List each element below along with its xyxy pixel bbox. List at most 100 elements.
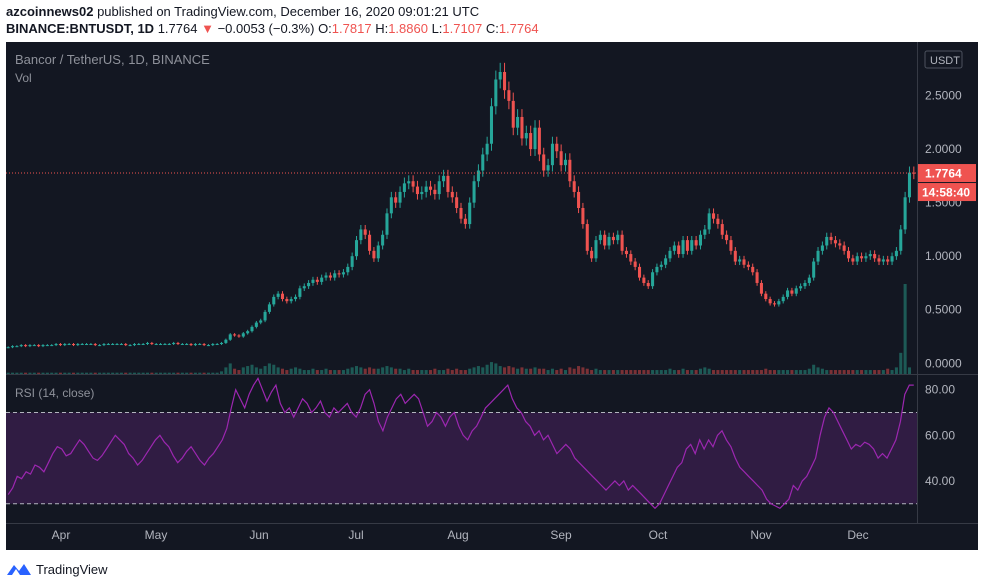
candle-body [32, 345, 36, 347]
volume-bar [372, 368, 376, 374]
volume-bar [32, 372, 36, 374]
candle-body [124, 344, 128, 346]
volume-bar [781, 370, 785, 374]
volume-bar [311, 368, 315, 374]
volume-bar [85, 372, 89, 374]
candle-body [629, 254, 633, 262]
candle-body [185, 344, 189, 346]
price-tick-label: 0.0000 [925, 356, 962, 370]
volume-bar [193, 372, 197, 374]
candle-body [611, 236, 615, 241]
candle-body [516, 116, 520, 128]
candle-body [542, 154, 546, 171]
volume-bar [124, 372, 128, 374]
volume-bar [24, 372, 28, 374]
volume-bar [459, 370, 463, 374]
candle-body [259, 320, 263, 323]
volume-bar [415, 370, 419, 374]
volume-bar [738, 370, 742, 374]
volume-bar [202, 372, 206, 374]
candle-body [28, 345, 32, 347]
candle-body [794, 288, 798, 294]
volume-label: Vol [15, 71, 32, 85]
volume-bar [825, 370, 829, 374]
volume-bar [633, 370, 637, 374]
change-arrow-icon: ▼ [201, 21, 214, 36]
candle-body [877, 258, 881, 262]
candle-body [520, 116, 524, 139]
candle-body [272, 296, 276, 305]
candle-body [655, 266, 659, 273]
candle-body [755, 272, 759, 283]
candle-body [58, 344, 62, 346]
username[interactable]: azcoinnews02 [6, 4, 94, 19]
candle-body [494, 79, 498, 107]
volume-bar [720, 370, 724, 374]
volume-bar [537, 368, 541, 374]
candle-body [93, 344, 97, 346]
volume-bar [786, 370, 790, 374]
candle-body [685, 240, 689, 251]
candle-body [294, 296, 298, 300]
candle-body [63, 344, 67, 346]
volume-bar [368, 367, 372, 374]
candle-body [54, 344, 58, 346]
price-chart[interactable]: 2.50002.00001.50001.00000.50000.0000USDT… [6, 42, 978, 550]
candle-body [672, 245, 676, 251]
rsi-band-fill [6, 412, 917, 504]
volume-bar [481, 367, 485, 374]
footer-brand[interactable]: TradingView [36, 561, 108, 577]
last-price-tag [918, 164, 976, 183]
volume-bar [729, 370, 733, 374]
candle-body [115, 344, 119, 346]
volume-bar [672, 370, 676, 374]
volume-bar [581, 367, 585, 374]
volume-bar [820, 368, 824, 374]
volume-bar [54, 372, 58, 374]
candle-body [590, 250, 594, 259]
candle-body [559, 151, 563, 166]
volume-bar [894, 367, 898, 374]
volume-bar [333, 370, 337, 374]
volume-bar [751, 370, 755, 374]
volume-bar [28, 372, 32, 374]
volume-bar [294, 367, 298, 374]
candle-body [829, 236, 833, 241]
volume-bar [19, 372, 23, 374]
candle-body [603, 234, 607, 246]
footer: TradingView [6, 559, 108, 579]
candle-body [6, 347, 10, 349]
volume-bar [307, 370, 311, 374]
candle-body [637, 266, 642, 278]
volume-bar [163, 372, 167, 374]
volume-bar [111, 372, 115, 374]
volume-bar [712, 370, 716, 374]
countdown-label: 14:58:40 [922, 186, 970, 200]
candle-body [368, 234, 372, 251]
volume-bar [76, 372, 80, 374]
candle-body [85, 344, 89, 346]
candle-body [533, 127, 537, 150]
chart-panel[interactable]: 2.5000 2.0000 1.5000 1.0000 0.5000 0.0000 USDT… [6, 42, 978, 550]
volume-bar [555, 370, 559, 374]
volume-bar [642, 370, 646, 374]
candle-body [346, 266, 350, 273]
volume-bar [842, 370, 846, 374]
candle-body [41, 345, 45, 347]
volume-bar [494, 363, 498, 374]
candle-body [546, 165, 550, 171]
volume-bar [542, 368, 546, 374]
candle-body [851, 258, 855, 262]
candle-body [428, 186, 433, 190]
candle-body [742, 259, 746, 265]
candle-body [45, 345, 49, 347]
volume-bar [402, 370, 406, 374]
volume-bar [320, 370, 324, 374]
candle-body [803, 282, 807, 287]
tradingview-logo-icon[interactable] [6, 562, 32, 576]
volume-bar [855, 370, 859, 374]
candle-body [280, 293, 285, 300]
candle-body [820, 245, 824, 251]
volume-bar [794, 370, 798, 374]
candle-body [864, 256, 868, 259]
